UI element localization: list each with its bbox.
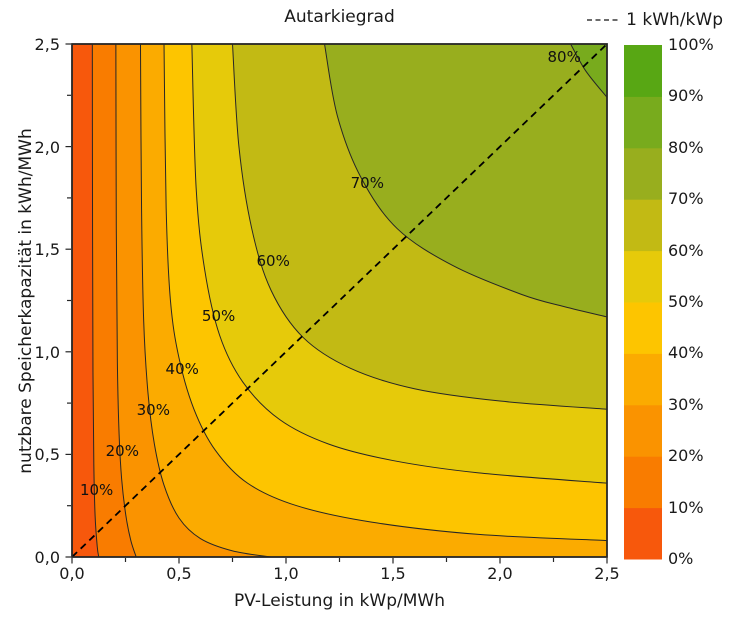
colorbar-segment [624, 353, 662, 406]
colorbar-label: 80% [668, 137, 704, 157]
y-tick-label: 2,0 [34, 137, 60, 157]
band-undefined [570, 44, 607, 98]
contour-label-10: 10% [79, 481, 114, 500]
colorbar-segment [624, 404, 662, 457]
contour-line-40 [163, 44, 607, 542]
colorbar-segment [624, 147, 662, 200]
x-tick-label: 1,0 [273, 564, 299, 583]
colorbar-label: 70% [668, 189, 704, 209]
colorbar-segment [624, 507, 662, 560]
colorbar-segment [624, 96, 662, 149]
reference-line [72, 44, 607, 557]
contour-line-70 [324, 44, 607, 318]
x-tick-label: 0,0 [59, 564, 85, 583]
colorbar-label: 100% [668, 35, 714, 54]
x-tick-label: 0,5 [166, 564, 192, 583]
contour-label-40: 40% [165, 360, 199, 379]
contour-line-10 [91, 44, 100, 557]
y-tick-label: 2,5 [34, 35, 60, 54]
colorbar-label: 10% [668, 497, 704, 517]
contour-label-70: 70% [350, 173, 384, 192]
colorbar-segment [624, 302, 662, 354]
plot-border [71, 43, 608, 558]
x-tick-label: 2,5 [594, 564, 620, 583]
contour-label-60: 60% [256, 251, 290, 270]
contour-line-20 [115, 44, 137, 557]
colorbar-label: 20% [668, 446, 704, 466]
y-tick-label: 0,0 [34, 548, 60, 567]
y-tick-label: 1,0 [34, 342, 60, 362]
contour-label-30: 30% [136, 401, 170, 420]
contour-label-80: 80% [547, 48, 581, 67]
colorbar-label: 50% [668, 292, 704, 311]
colorbar-label: 30% [668, 394, 704, 414]
contour-line-80 [570, 44, 607, 98]
y-axis-label: nutzbare Speicherkapazität in kWh/MWh [16, 128, 36, 474]
contour-line-30 [139, 44, 272, 557]
x-axis-label: PV-Leistung in kWp/MWh [234, 591, 445, 611]
y-tick-label: 0,5 [34, 445, 60, 465]
contour-line-60 [232, 44, 607, 410]
legend-label: 1 kWh/kWp [626, 10, 723, 30]
colorbar-segment [624, 456, 662, 509]
contour-line-50 [191, 44, 607, 484]
colorbar-segment [624, 199, 662, 252]
chart-title: Autarkiegrad [284, 7, 395, 27]
x-tick-label: 2,0 [487, 564, 513, 583]
contour-label-50: 50% [201, 307, 236, 326]
colorbar-label: 0% [668, 549, 694, 568]
dashed-line-legend-icon [587, 19, 620, 21]
colorbar-label: 90% [668, 86, 704, 106]
colorbar-segment [624, 45, 662, 97]
x-tick-label: 1,5 [380, 564, 406, 583]
contour-label-20: 20% [105, 442, 139, 461]
colorbar-label: 40% [668, 343, 704, 363]
legend: 1 kWh/kWp [586, 10, 723, 30]
colorbar-segment [624, 250, 662, 303]
colorbar-label: 60% [668, 240, 704, 260]
y-tick-label: 1,5 [34, 240, 60, 260]
